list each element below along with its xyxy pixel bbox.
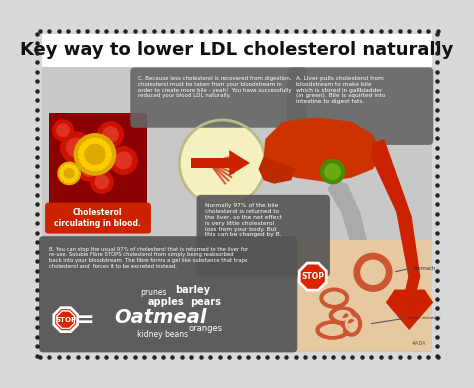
Circle shape [80,146,85,151]
Circle shape [82,142,88,147]
Circle shape [98,139,102,144]
Polygon shape [370,139,420,294]
Text: apples: apples [148,298,185,307]
Circle shape [67,138,85,157]
Circle shape [106,152,111,157]
Circle shape [74,134,116,175]
Text: barley: barley [175,284,210,294]
Circle shape [61,132,91,163]
FancyBboxPatch shape [39,236,297,352]
Polygon shape [205,225,231,241]
Circle shape [74,168,78,171]
FancyBboxPatch shape [42,67,432,352]
Polygon shape [326,289,369,311]
Circle shape [89,165,94,170]
Circle shape [361,260,385,284]
Circle shape [74,175,78,178]
Circle shape [82,162,96,176]
Text: Oatmeal: Oatmeal [114,308,207,327]
Circle shape [57,124,69,137]
FancyBboxPatch shape [48,113,147,203]
Text: kidney beans: kidney beans [137,330,188,339]
Circle shape [103,127,118,142]
Circle shape [53,120,73,140]
Circle shape [82,161,88,166]
Text: Cholesterol
circulating in blood.: Cholesterol circulating in blood. [54,208,141,228]
Polygon shape [191,158,231,168]
Circle shape [60,170,64,173]
Circle shape [325,164,340,179]
Polygon shape [386,289,433,330]
Circle shape [89,139,94,144]
Circle shape [98,122,123,147]
Circle shape [58,162,81,185]
Circle shape [104,159,109,165]
Circle shape [79,154,84,159]
Text: C. Because less cholesterol is recovered from digestion,
cholesterol must be tak: C. Because less cholesterol is recovered… [138,76,292,99]
Text: =: = [75,310,94,330]
Text: oranges: oranges [188,324,222,333]
Circle shape [72,165,75,169]
Text: Key way to lower LDL cholesterol naturally: Key way to lower LDL cholesterol natural… [20,41,454,59]
Text: Normally 97% of the bile
cholesterol is returned to
the liver, so the net effect: Normally 97% of the bile cholesterol is … [205,203,282,237]
Circle shape [62,177,65,180]
FancyBboxPatch shape [197,195,330,277]
Circle shape [106,152,111,157]
Circle shape [79,150,84,155]
Text: A. Liver pulls cholesterol from
bloodstream to make bile
which is stored in gall: A. Liver pulls cholesterol from bloodstr… [295,76,385,104]
Circle shape [95,175,109,189]
Circle shape [64,165,68,168]
Polygon shape [231,123,253,139]
Circle shape [80,158,85,163]
Circle shape [109,147,137,174]
FancyBboxPatch shape [45,203,151,234]
Circle shape [115,152,132,169]
Circle shape [75,171,79,175]
Circle shape [354,253,392,291]
Circle shape [91,171,113,193]
Circle shape [101,163,106,168]
Polygon shape [328,180,369,301]
Circle shape [60,173,64,177]
Circle shape [72,178,75,182]
Polygon shape [299,263,326,290]
Circle shape [106,156,111,161]
Circle shape [93,138,99,143]
Circle shape [101,141,106,146]
FancyBboxPatch shape [287,68,433,145]
Circle shape [75,171,79,175]
Circle shape [93,166,99,171]
Circle shape [320,159,345,184]
Text: STOP: STOP [55,317,76,323]
Circle shape [85,164,91,169]
Circle shape [64,179,68,182]
FancyBboxPatch shape [130,68,307,128]
Text: #ADA: #ADA [412,341,426,346]
Circle shape [98,165,102,170]
Circle shape [106,148,111,153]
Text: STOP: STOP [301,272,324,281]
Polygon shape [313,140,343,156]
Polygon shape [54,308,78,332]
Text: Stomach: Stomach [412,265,436,270]
Circle shape [85,140,91,145]
Circle shape [62,166,65,170]
Circle shape [179,120,265,206]
Circle shape [77,157,101,181]
Polygon shape [229,150,250,176]
Polygon shape [264,118,382,182]
Text: prunes: prunes [140,288,167,296]
Polygon shape [57,311,74,328]
Text: B. You can stop the usual 97% of cholesterol that is returned to the liver for
r: B. You can stop the usual 97% of cholest… [48,246,247,269]
Circle shape [68,179,72,183]
Circle shape [68,164,72,167]
FancyBboxPatch shape [42,34,432,67]
Text: pears: pears [190,298,220,307]
Text: Small intestine: Small intestine [408,316,441,320]
Polygon shape [258,156,295,184]
FancyBboxPatch shape [298,241,431,351]
Circle shape [104,144,109,149]
